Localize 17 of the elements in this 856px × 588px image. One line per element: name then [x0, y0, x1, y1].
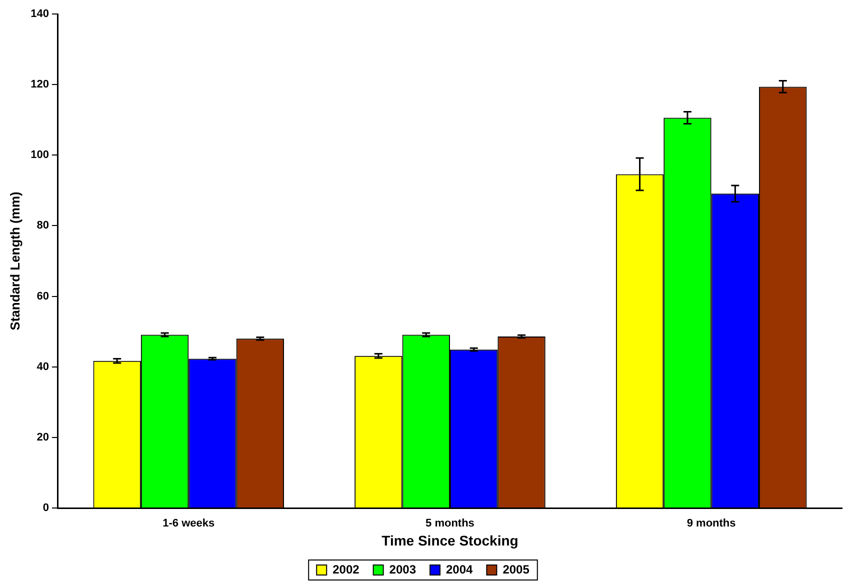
legend-label: 2005	[502, 562, 530, 576]
y-tick-label: 80	[36, 220, 49, 232]
y-tick-label: 140	[30, 8, 49, 20]
y-tick-label: 120	[30, 78, 49, 91]
y-tick-label: 60	[36, 290, 49, 302]
x-tick-label: 9 months	[686, 518, 736, 530]
y-tick-label: 0	[42, 502, 49, 514]
y-axis-title: Standard Length (mm)	[7, 192, 22, 330]
legend-label: 2004	[446, 562, 474, 576]
y-tick-label: 40	[36, 360, 49, 373]
legend-label: 2002	[332, 562, 360, 576]
legend-label: 2003	[389, 562, 416, 576]
x-axis-title: Time Since Stocking	[382, 532, 518, 548]
y-tick-label: 100	[30, 149, 49, 162]
x-tick-label: 5 months	[426, 518, 474, 530]
x-tick-label: 1-6 weeks	[162, 518, 215, 530]
y-tick-label: 20	[36, 431, 49, 444]
